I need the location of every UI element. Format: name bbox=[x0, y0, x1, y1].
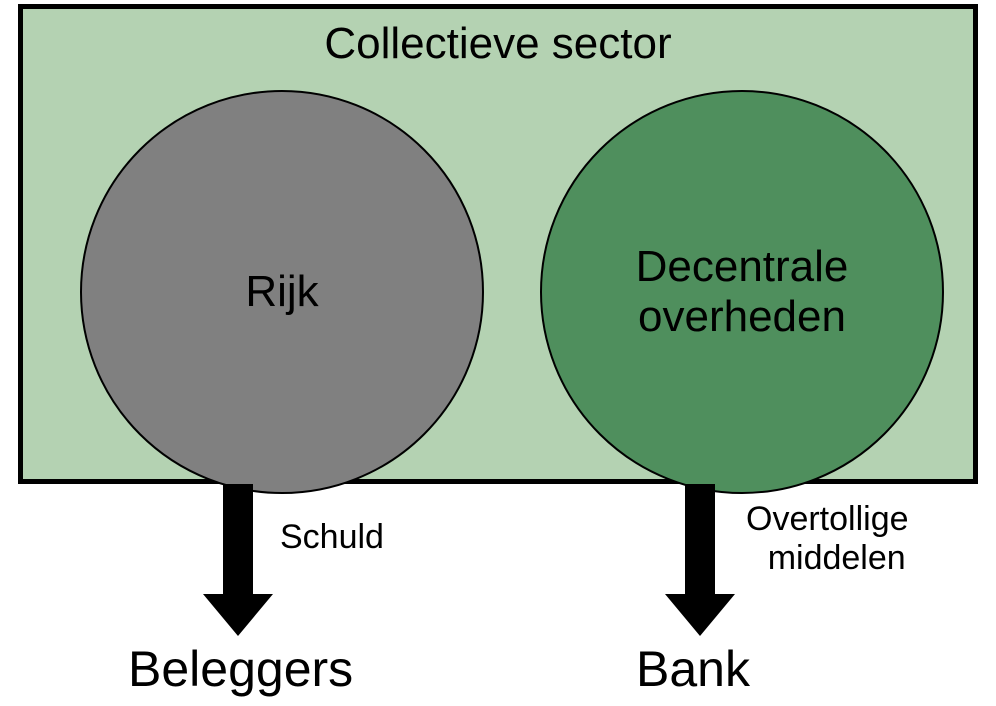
bank-label: Bank bbox=[636, 640, 750, 698]
collective-sector-title: Collectieve sector bbox=[23, 19, 973, 69]
rijk-circle: Rijk bbox=[80, 90, 484, 494]
overtollige-middelen-arrow bbox=[665, 484, 735, 636]
rijk-label: Rijk bbox=[245, 267, 318, 317]
schuld-arrow-label: Schuld bbox=[280, 518, 384, 557]
overtollige-middelen-arrow-label: Overtollige middelen bbox=[746, 500, 909, 578]
decentrale-overheden-circle: Decentraleoverheden bbox=[540, 90, 944, 494]
diagram-root: Collectieve sector Rijk Decentraleoverhe… bbox=[0, 0, 996, 706]
schuld-arrow bbox=[203, 484, 273, 636]
beleggers-label: Beleggers bbox=[128, 640, 353, 698]
decentrale-overheden-label: Decentraleoverheden bbox=[636, 242, 849, 342]
